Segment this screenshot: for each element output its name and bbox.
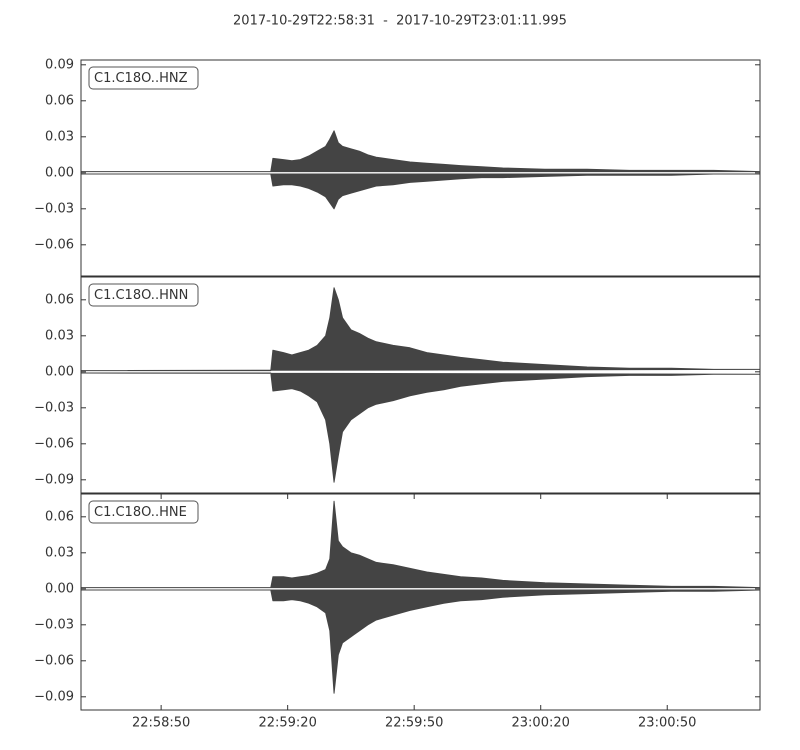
waveform-upper [80,500,761,589]
y-tick-label: −0.03 [34,400,74,415]
y-tick-label: −0.03 [34,201,74,216]
y-tick-label: 0.03 [45,545,74,560]
waveform-lower [80,173,761,210]
trace-label: C1.C18O..HNZ [94,71,188,86]
y-tick-label: −0.09 [34,689,74,704]
panel-frame [80,493,761,711]
y-tick-label: 0.03 [45,129,74,144]
trace-label: C1.C18O..HNN [94,288,188,303]
trace-label-box [88,500,199,524]
waveform-lower [80,372,761,483]
y-tick-label: 0.06 [45,509,74,524]
x-tick-label: 23:00:50 [638,716,696,731]
x-tick-label: 22:59:50 [385,716,443,731]
y-tick-label: 0.06 [45,93,74,108]
y-tick-label: −0.06 [34,436,74,451]
y-tick-label: −0.06 [34,237,74,252]
panel-frame [80,276,761,494]
panel-frame [80,59,761,277]
y-tick-label: −0.09 [34,472,74,487]
waveform-upper [80,130,761,173]
trace-label-box [88,66,199,90]
x-tick-label: 23:00:20 [512,716,570,731]
x-tick-label: 22:58:50 [132,716,190,731]
y-tick-label: 0.00 [45,364,74,379]
chart-title: 2017-10-29T22:58:31 - 2017-10-29T23:01:1… [233,14,567,29]
y-tick-label: 0.09 [45,57,74,72]
waveform-lower [80,589,761,694]
trace-label: C1.C18O..HNE [94,505,187,520]
y-tick-label: 0.06 [45,292,74,307]
y-tick-label: −0.06 [34,653,74,668]
y-tick-label: 0.00 [45,165,74,180]
y-tick-label: −0.03 [34,617,74,632]
y-tick-label: 0.00 [45,581,74,596]
trace-label-box [88,283,199,307]
x-tick-label: 22:59:20 [258,716,316,731]
waveform-upper [80,287,761,372]
y-tick-label: 0.03 [45,328,74,343]
